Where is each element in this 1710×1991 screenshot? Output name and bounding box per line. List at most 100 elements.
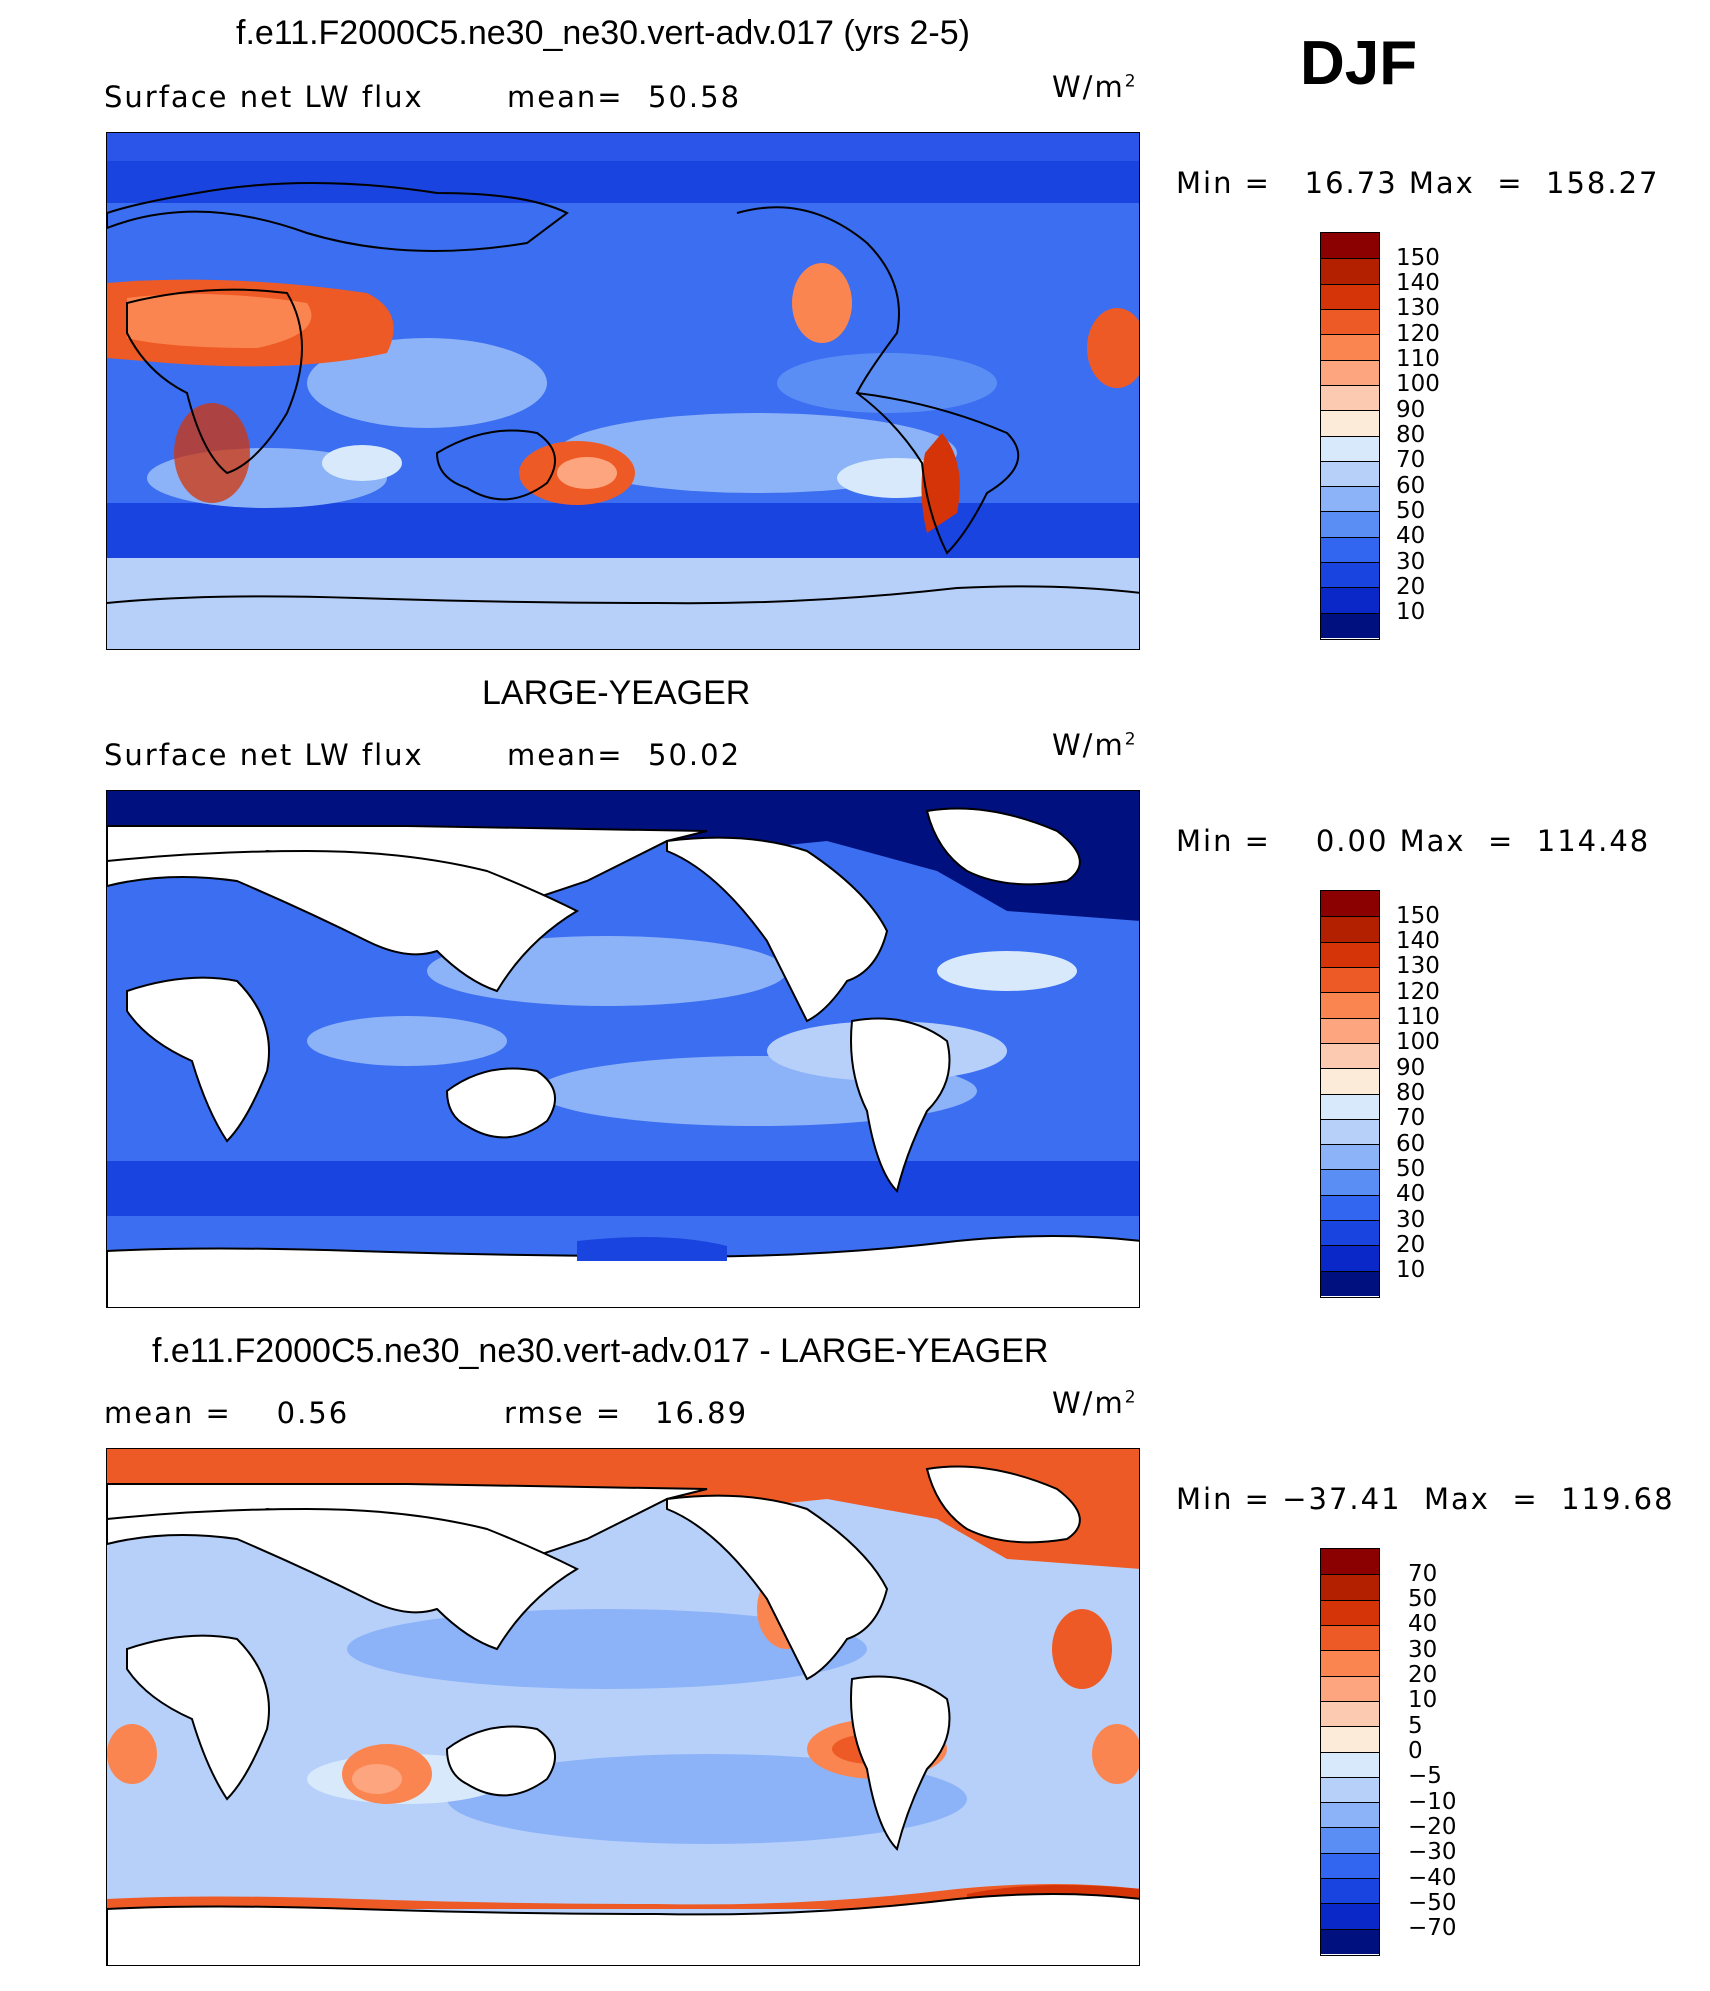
colorbar-swatch bbox=[1321, 1751, 1379, 1777]
colorbar-tick-label: 90 bbox=[1396, 1054, 1426, 1081]
colorbar-swatch bbox=[1321, 1776, 1379, 1803]
colorbar-swatch bbox=[1321, 891, 1379, 917]
panel-2-units: W/m2 bbox=[1052, 728, 1138, 762]
colorbar-swatch bbox=[1321, 410, 1379, 436]
panel-2-title: LARGE-YEAGER bbox=[482, 674, 751, 712]
colorbar-tick-label: 90 bbox=[1396, 396, 1426, 423]
colorbar-tick-label: 30 bbox=[1396, 548, 1426, 575]
colorbar-swatch bbox=[1321, 359, 1379, 385]
colorbar-tick-label: 80 bbox=[1396, 1080, 1426, 1106]
colorbar-tick-label: 130 bbox=[1396, 295, 1440, 322]
colorbar-swatch bbox=[1321, 308, 1379, 335]
colorbar-swatch bbox=[1321, 1700, 1379, 1727]
panel-1-colorbar bbox=[1320, 232, 1380, 640]
colorbar-swatch bbox=[1321, 233, 1379, 259]
colorbar-swatch bbox=[1321, 1852, 1379, 1879]
colorbar-swatch bbox=[1321, 1169, 1379, 1195]
colorbar-swatch bbox=[1321, 1118, 1379, 1145]
colorbar-swatch bbox=[1321, 1928, 1379, 1954]
colorbar-swatch bbox=[1321, 1194, 1379, 1221]
colorbar-tick-label: −50 bbox=[1408, 1889, 1457, 1916]
colorbar-tick-label: 20 bbox=[1396, 1231, 1426, 1258]
colorbar-tick-label: 10 bbox=[1396, 1257, 1426, 1284]
colorbar-tick-label: 40 bbox=[1408, 1611, 1438, 1638]
panel-3-mean-label: mean = 0.56 bbox=[104, 1396, 350, 1430]
colorbar-swatch bbox=[1321, 536, 1379, 563]
colorbar-tick-label: −70 bbox=[1408, 1915, 1457, 1942]
colorbar-tick-label: 120 bbox=[1396, 320, 1440, 347]
panel-3-rmse-label: rmse = bbox=[504, 1396, 623, 1430]
panel-1-mean-value: 50.58 bbox=[648, 80, 742, 114]
colorbar-tick-label: 100 bbox=[1396, 371, 1440, 398]
colorbar-swatch bbox=[1321, 1220, 1379, 1246]
panel-2-mean-label: mean= bbox=[507, 738, 624, 772]
panel-1-range: Min = 16.73 Max = 158.27 bbox=[1176, 166, 1660, 200]
colorbar-swatch bbox=[1321, 334, 1379, 360]
colorbar-tick-label: 30 bbox=[1408, 1636, 1438, 1663]
colorbar-tick-label: 0 bbox=[1408, 1738, 1423, 1764]
colorbar-tick-label: 140 bbox=[1396, 270, 1440, 297]
colorbar-tick-label: 50 bbox=[1396, 1155, 1426, 1182]
colorbar-swatch bbox=[1321, 1093, 1379, 1119]
colorbar-swatch bbox=[1321, 283, 1379, 309]
colorbar-swatch bbox=[1321, 1675, 1379, 1701]
colorbar-swatch bbox=[1321, 1650, 1379, 1676]
colorbar-swatch bbox=[1321, 1144, 1379, 1170]
colorbar-swatch bbox=[1321, 1549, 1379, 1575]
colorbar-swatch bbox=[1321, 992, 1379, 1018]
colorbar-swatch bbox=[1321, 486, 1379, 512]
panel-3-rmse-value: 16.89 bbox=[655, 1396, 749, 1430]
colorbar-swatch bbox=[1321, 916, 1379, 942]
colorbar-tick-label: −30 bbox=[1408, 1839, 1457, 1866]
colorbar-swatch bbox=[1321, 612, 1379, 638]
panel-2-range: Min = 0.00 Max = 114.48 bbox=[1176, 824, 1651, 858]
colorbar-swatch bbox=[1321, 1827, 1379, 1853]
colorbar-swatch bbox=[1321, 460, 1379, 487]
panel-2-mean-value: 50.02 bbox=[648, 738, 742, 772]
colorbar-tick-label: −20 bbox=[1408, 1813, 1457, 1840]
season-label: DJF bbox=[1300, 29, 1418, 98]
colorbar-tick-label: 60 bbox=[1396, 1130, 1426, 1157]
colorbar-tick-label: 50 bbox=[1396, 497, 1426, 524]
panel-1-title: f.e11.F2000C5.ne30_ne30.vert-adv.017 (yr… bbox=[236, 14, 970, 52]
colorbar-swatch bbox=[1321, 1726, 1379, 1752]
colorbar-tick-label: 100 bbox=[1396, 1029, 1440, 1056]
colorbar-tick-label: −40 bbox=[1408, 1864, 1457, 1891]
colorbar-tick-label: 150 bbox=[1396, 244, 1440, 271]
colorbar-swatch bbox=[1321, 587, 1379, 613]
panel-3-units: W/m2 bbox=[1052, 1386, 1138, 1420]
colorbar-tick-label: 70 bbox=[1396, 447, 1426, 474]
colorbar-tick-label: 50 bbox=[1408, 1586, 1438, 1613]
panel-1-units: W/m2 bbox=[1052, 70, 1138, 104]
colorbar-tick-label: 5 bbox=[1408, 1712, 1423, 1739]
panel-1-mean-label: mean= bbox=[507, 80, 624, 114]
colorbar-tick-label: 130 bbox=[1396, 953, 1440, 980]
colorbar-tick-label: 150 bbox=[1396, 902, 1440, 929]
colorbar-tick-label: 20 bbox=[1408, 1662, 1438, 1689]
colorbar-tick-label: 40 bbox=[1396, 523, 1426, 550]
colorbar-tick-label: 140 bbox=[1396, 928, 1440, 955]
colorbar-tick-label: 10 bbox=[1408, 1687, 1438, 1714]
colorbar-swatch bbox=[1321, 1068, 1379, 1094]
colorbar-swatch bbox=[1321, 941, 1379, 967]
colorbar-tick-label: −10 bbox=[1408, 1788, 1457, 1815]
panel-1-variable-label: Surface net LW flux bbox=[104, 80, 424, 114]
colorbar-swatch bbox=[1321, 1599, 1379, 1625]
colorbar-swatch bbox=[1321, 1624, 1379, 1651]
colorbar-swatch bbox=[1321, 1042, 1379, 1069]
panel-2-map bbox=[106, 790, 1140, 1308]
colorbar-swatch bbox=[1321, 966, 1379, 993]
colorbar-swatch bbox=[1321, 511, 1379, 537]
colorbar-tick-label: 40 bbox=[1396, 1181, 1426, 1208]
colorbar-tick-label: 110 bbox=[1396, 1004, 1440, 1031]
colorbar-swatch bbox=[1321, 435, 1379, 461]
panel-1-map bbox=[106, 132, 1140, 650]
panel-3-colorbar bbox=[1320, 1548, 1380, 1956]
colorbar-swatch bbox=[1321, 1270, 1379, 1296]
colorbar-swatch bbox=[1321, 1903, 1379, 1929]
colorbar-tick-label: 30 bbox=[1396, 1206, 1426, 1233]
panel-3-range: Min = −37.41 Max = 119.68 bbox=[1176, 1482, 1675, 1516]
colorbar-swatch bbox=[1321, 1017, 1379, 1043]
panel-2-variable-label: Surface net LW flux bbox=[104, 738, 424, 772]
colorbar-swatch bbox=[1321, 1802, 1379, 1828]
